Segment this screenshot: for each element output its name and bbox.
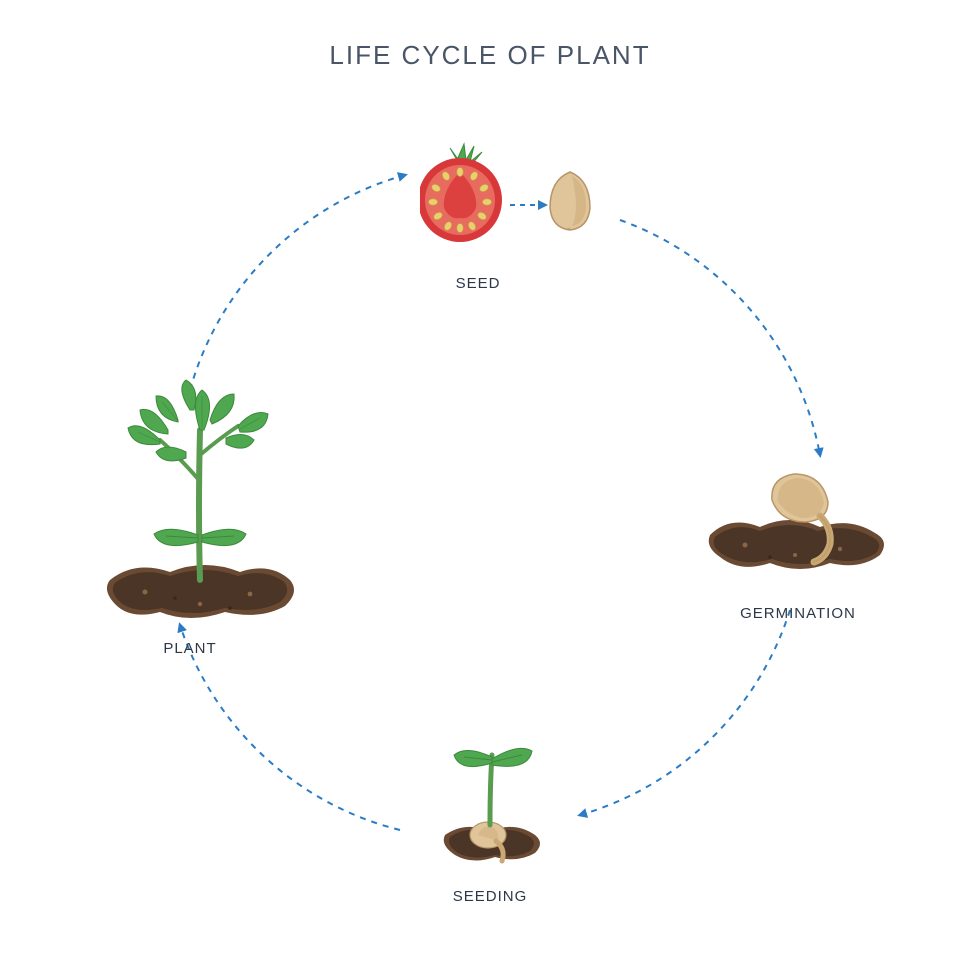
seeding-label: SEEDING	[453, 888, 528, 905]
seed-stage-icon	[420, 140, 620, 265]
plant-label: PLANT	[163, 640, 216, 657]
seeding-stage-icon	[410, 715, 570, 890]
germination-label: GERMINATION	[740, 605, 856, 622]
germination-stage-icon	[700, 455, 900, 600]
plant-stage-icon	[90, 360, 310, 645]
diagram-title: LIFE CYCLE OF PLANT	[0, 40, 980, 71]
seed-label: SEED	[456, 275, 501, 292]
